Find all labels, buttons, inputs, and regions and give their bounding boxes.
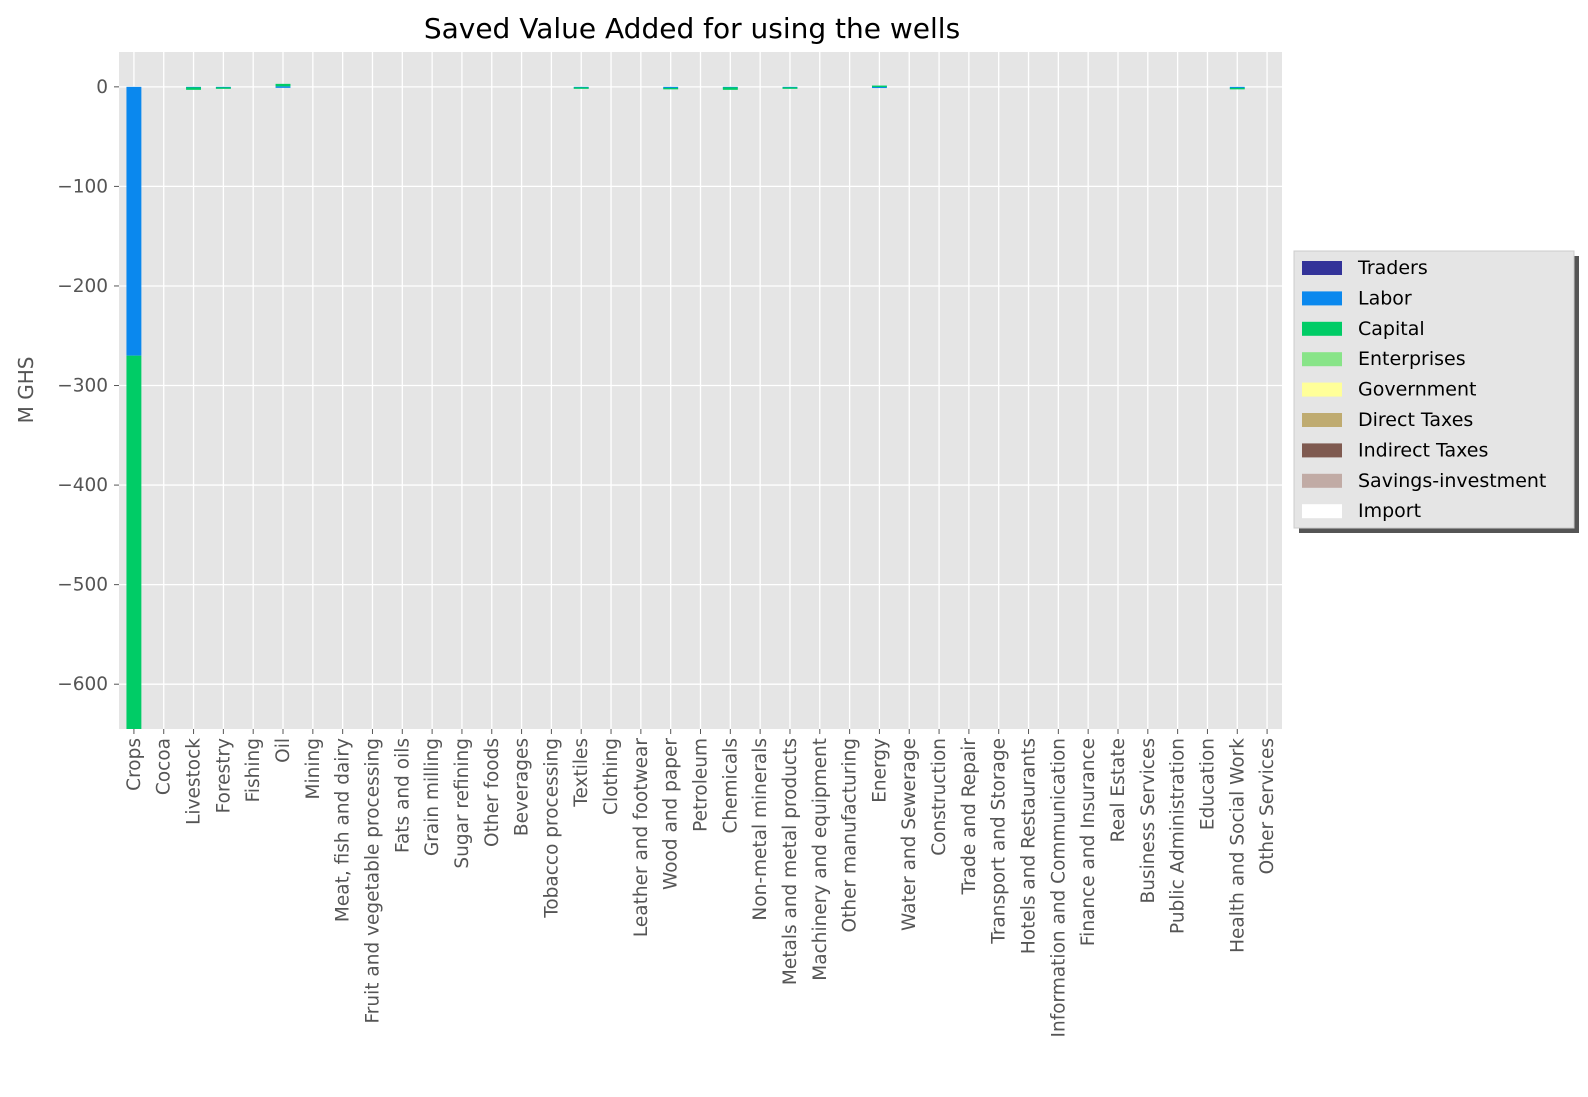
y-axis-label: M GHS (14, 357, 38, 424)
x-tick-label: Hotels and Restaurants (1019, 738, 1040, 954)
x-tick-label: Meat, fish and dairy (333, 738, 354, 922)
bar-segment (186, 87, 202, 90)
bar-segment (871, 86, 887, 89)
legend-label: Indirect Taxes (1358, 439, 1488, 461)
x-tick-label: Water and Sewerage (899, 738, 920, 931)
x-gridlines (133, 52, 1268, 729)
x-tick-label: Beverages (512, 738, 533, 836)
x-tick-label: Tobacco processing (541, 738, 562, 919)
bars (126, 83, 1245, 729)
legend-label: Direct Taxes (1358, 409, 1473, 431)
x-tick-label: Public Administration (1168, 738, 1189, 934)
legend-swatch (1302, 321, 1342, 336)
x-tick-label: Wood and paper (661, 738, 682, 890)
bar-segment (722, 87, 738, 90)
x-tick-label: Fats and oils (392, 738, 413, 853)
x-tick-label: Cocoa (154, 738, 175, 795)
legend-swatch (1302, 504, 1342, 519)
bar-segment (215, 87, 231, 89)
y-tick-label: −200 (57, 276, 108, 297)
bar-segment (663, 86, 679, 89)
x-tick-label: Machinery and equipment (810, 738, 831, 981)
bar-segment (275, 83, 291, 87)
x-tick-label: Leather and footwear (631, 738, 652, 937)
legend-label: Traders (1357, 257, 1428, 279)
y-tick-label: −400 (57, 475, 108, 496)
x-tick-label: Mining (303, 738, 324, 799)
x-tick-label: Oil (273, 738, 294, 763)
x-tick-label: Non-metal minerals (750, 738, 771, 921)
legend-swatch (1302, 443, 1342, 458)
x-tick-label: Finance and Insurance (1078, 738, 1099, 946)
x-tick-label: Fruit and vegetable processing (362, 738, 383, 1023)
legend-swatch (1302, 291, 1342, 306)
x-tick-label: Clothing (601, 738, 622, 815)
x-tick-label: Chemicals (720, 738, 741, 833)
legend-swatch (1302, 473, 1342, 488)
x-tick-label: Forestry (213, 738, 234, 813)
x-tick-label: Health and Social Work (1227, 738, 1248, 953)
bar-segment (782, 87, 798, 89)
legend-label: Savings-investment (1358, 470, 1546, 492)
x-tick-label: Fishing (243, 738, 264, 802)
bar-segment (126, 86, 142, 356)
bar-segment (573, 87, 589, 89)
x-tick-label: Real Estate (1108, 738, 1129, 842)
x-tick-label: Energy (869, 738, 890, 803)
x-tick-label: Grain milling (422, 738, 443, 856)
legend-label: Enterprises (1358, 348, 1466, 370)
y-tick-label: −100 (57, 176, 108, 197)
legend-label: Import (1358, 500, 1421, 522)
x-tick-label: Textiles (571, 738, 592, 808)
chart-title: Saved Value Added for using the wells (424, 12, 960, 45)
legend-swatch (1302, 261, 1342, 275)
x-tick-label: Petroleum (691, 738, 712, 832)
x-tick-label: Other foods (482, 738, 503, 847)
y-axis-ticks: 0 −100 −200 −300 −400 −500 −600 (57, 77, 119, 695)
legend-swatch (1302, 413, 1342, 427)
y-gridlines (119, 86, 1282, 685)
bar-segment (275, 86, 291, 88)
x-tick-label: Business Services (1138, 738, 1159, 903)
legend-label: Labor (1358, 287, 1412, 309)
legend: Traders Labor Capital Enterprises Government… (1293, 250, 1579, 533)
x-tick-label: Education (1197, 738, 1218, 830)
x-axis-ticks: Crops Cocoa Livestock Forestry Fishing Oil Min… (124, 729, 1278, 1037)
bar-segment (1229, 87, 1245, 90)
legend-swatch (1302, 382, 1342, 397)
bar-segment (1229, 86, 1245, 89)
x-tick-label: Sugar refining (452, 738, 473, 869)
legend-swatch (1302, 352, 1342, 367)
legend-label: Capital (1358, 318, 1425, 340)
y-tick-label: 0 (96, 77, 108, 98)
legend-label: Government (1358, 379, 1477, 401)
x-tick-label: Information and Communication (1048, 738, 1069, 1037)
x-tick-label: Other manufacturing (840, 738, 861, 932)
x-tick-label: Trade and Repair (959, 738, 980, 896)
bar-segment (871, 85, 887, 88)
x-tick-label: Metals and metal products (780, 738, 801, 985)
y-tick-label: −300 (57, 376, 108, 397)
bar-segment (663, 87, 679, 90)
x-tick-label: Crops (124, 738, 145, 791)
y-tick-label: −600 (57, 674, 108, 695)
x-tick-label: Livestock (184, 738, 205, 825)
x-tick-label: Other Services (1257, 738, 1278, 874)
x-tick-label: Transport and Storage (989, 738, 1010, 945)
y-tick-label: −500 (57, 575, 108, 596)
x-tick-label: Construction (929, 738, 950, 856)
bar-segment (126, 355, 142, 729)
